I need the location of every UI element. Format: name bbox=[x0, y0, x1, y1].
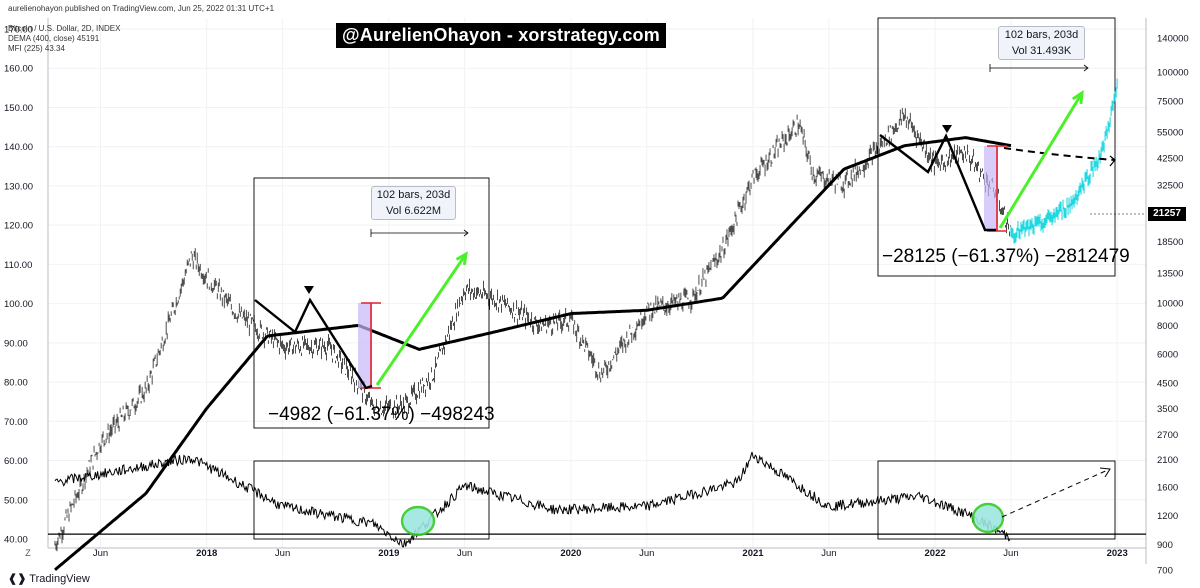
right-axis-tick: 140000 bbox=[1157, 34, 1189, 45]
measure-box-2022: 102 bars, 203d Vol 31.493K bbox=[998, 26, 1085, 60]
symbol-line: Bitcoin / U.S. Dollar, 2D, INDEX bbox=[8, 24, 121, 33]
growth-arrow-2022 bbox=[998, 92, 1084, 229]
measure-box-2018: 102 bars, 203d Vol 6.622M bbox=[371, 186, 456, 220]
x-axis-tick: 2018 bbox=[196, 548, 217, 559]
mfi-projection-dashed bbox=[1001, 468, 1111, 518]
pattern-zigzag-2022 bbox=[879, 133, 996, 232]
left-axis-tick: 90.00 bbox=[4, 338, 28, 349]
right-axis-tick: 1200 bbox=[1157, 511, 1178, 522]
x-axis-tick: Jun bbox=[93, 548, 108, 559]
x-axis-tick: Jun bbox=[821, 548, 836, 559]
mfi-indicator-line: MFI (225) 43.34 bbox=[8, 44, 65, 53]
left-axis-tick: 140.00 bbox=[4, 142, 33, 153]
mfi-projection-arrowhead bbox=[1099, 467, 1111, 478]
x-axis-tick: Jun bbox=[275, 548, 290, 559]
zone-rectangle bbox=[877, 17, 1116, 277]
right-axis-tick: 18500 bbox=[1157, 237, 1183, 248]
measure-2022-volume: Vol 31.493K bbox=[1011, 45, 1072, 57]
peak-marker-2018 bbox=[304, 286, 314, 294]
left-axis-tick: 120.00 bbox=[4, 221, 33, 232]
mfi-low-circle-2022 bbox=[971, 502, 1005, 534]
drop-label-2022: −28125 (−61.37%) −2812479 bbox=[882, 246, 1130, 267]
x-axis-tick: 2022 bbox=[925, 548, 946, 559]
tradingview-brand[interactable]: ❰❱ TradingView bbox=[8, 572, 90, 585]
left-axis-tick: 70.00 bbox=[4, 417, 28, 428]
time-zone-icon[interactable]: Z bbox=[25, 548, 31, 558]
right-axis-tick: 4500 bbox=[1157, 379, 1178, 390]
left-axis-tick: 40.00 bbox=[4, 535, 28, 546]
right-axis-tick: 13500 bbox=[1157, 268, 1183, 279]
measure-2018-volume: Vol 6.622M bbox=[385, 205, 442, 217]
right-axis-tick: 900 bbox=[1157, 540, 1173, 551]
measure-2018-bars: 102 bars, 203d bbox=[376, 189, 451, 201]
measure-2022-bars: 102 bars, 203d bbox=[1004, 29, 1079, 41]
left-axis-tick: 150.00 bbox=[4, 103, 33, 114]
right-axis-tick: 8000 bbox=[1157, 321, 1178, 332]
x-axis-tick: 2023 bbox=[1107, 548, 1128, 559]
drop-label-2018: −4982 (−61.37%) −498243 bbox=[268, 404, 495, 425]
zone-rectangle bbox=[253, 460, 490, 540]
current-price-tag: 21257 bbox=[1148, 207, 1186, 221]
right-axis-tick: 2700 bbox=[1157, 430, 1178, 441]
peak-marker-2022 bbox=[942, 125, 952, 133]
left-axis-tick: 50.00 bbox=[4, 495, 28, 506]
left-axis-tick: 110.00 bbox=[4, 260, 32, 271]
x-axis-tick: Jun bbox=[457, 548, 472, 559]
measure-fill-2018 bbox=[358, 303, 372, 388]
duration-ruler-2018-end bbox=[463, 229, 469, 237]
mfi-low-circle-2019 bbox=[400, 505, 436, 537]
growth-arrow-2018-head bbox=[455, 251, 468, 266]
x-axis-tick: Jun bbox=[1003, 548, 1018, 559]
right-axis-tick: 10000 bbox=[1157, 299, 1183, 310]
right-axis-tick: 42500 bbox=[1157, 153, 1183, 164]
left-axis-tick: 170.00 bbox=[4, 25, 33, 36]
publisher-line: aurelienohayon published on TradingView.… bbox=[8, 4, 275, 13]
growth-arrow-2022-head bbox=[1071, 90, 1084, 105]
ema-projection-arrowhead bbox=[1109, 155, 1116, 167]
x-axis-tick: 2020 bbox=[560, 548, 581, 559]
right-axis-tick: 2100 bbox=[1157, 455, 1178, 466]
growth-arrow-2018 bbox=[375, 253, 468, 386]
right-axis-tick: 1600 bbox=[1157, 482, 1178, 493]
right-axis-tick: 700 bbox=[1157, 565, 1173, 576]
right-axis-tick: 100000 bbox=[1157, 68, 1189, 79]
right-axis-tick: 6000 bbox=[1157, 350, 1178, 361]
left-axis-tick: 100.00 bbox=[4, 299, 33, 310]
mfi-line bbox=[54, 451, 1011, 548]
left-axis-tick: 160.00 bbox=[4, 64, 33, 75]
tradingview-logo-icon: ❰❱ bbox=[8, 573, 27, 585]
measure-fill-2022 bbox=[984, 146, 998, 231]
dema-line bbox=[54, 136, 1012, 571]
left-axis-tick: 80.00 bbox=[4, 378, 28, 389]
dema-indicator-line: DEMA (400, close) 45191 bbox=[8, 34, 100, 43]
author-banner: @AurelienOhayon - xorstrategy.com bbox=[336, 23, 666, 48]
pattern-zigzag-2018 bbox=[254, 297, 373, 390]
right-axis-tick: 3500 bbox=[1157, 404, 1178, 415]
duration-ruler-2022-end bbox=[1083, 64, 1089, 72]
tradingview-brand-label: TradingView bbox=[29, 573, 90, 585]
right-axis-tick: 55000 bbox=[1157, 127, 1183, 138]
x-axis-tick: 2021 bbox=[742, 548, 764, 559]
zone-rectangle bbox=[253, 177, 490, 429]
x-axis-tick: Jun bbox=[639, 548, 654, 559]
left-axis-tick: 60.00 bbox=[4, 456, 28, 467]
left-axis-tick: 130.00 bbox=[4, 181, 33, 192]
x-axis-tick: 2019 bbox=[378, 548, 399, 559]
right-axis-tick: 75000 bbox=[1157, 96, 1183, 107]
right-axis-tick: 32500 bbox=[1157, 180, 1183, 191]
ema-projection-dashed bbox=[1003, 147, 1116, 161]
